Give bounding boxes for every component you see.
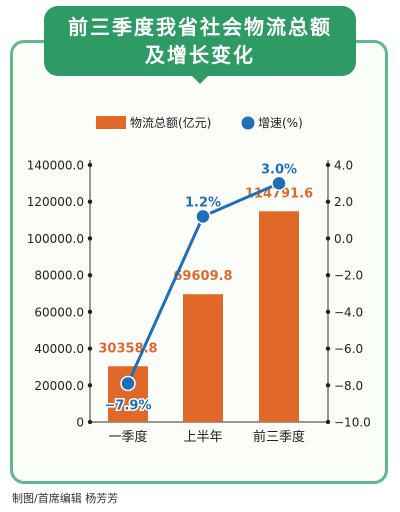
- legend-label-bar: 物流总额(亿元): [130, 115, 211, 130]
- right-tick-label: −4.0: [334, 305, 363, 319]
- right-tick-mark: [325, 346, 331, 351]
- bar-data-label: 30358.8: [98, 341, 157, 356]
- line-point: [120, 375, 136, 392]
- line-data-label: −7.9%: [105, 398, 152, 413]
- left-tick-mark: [87, 419, 93, 425]
- line-point: [195, 208, 211, 225]
- title-banner: 前三季度我省社会物流总额 及增长变化: [44, 6, 356, 76]
- left-tick-label: 0: [76, 416, 84, 430]
- right-tick-mark: [325, 383, 331, 388]
- right-tick-label: 4.0: [334, 159, 353, 173]
- right-tick-label: −2.0: [334, 269, 363, 283]
- left-tick-mark: [87, 346, 93, 351]
- bar-data-label: 69609.8: [173, 269, 232, 284]
- bar-data-label: 114791.6: [245, 186, 313, 201]
- right-tick-label: −10.0: [334, 416, 371, 430]
- bar: [259, 211, 299, 422]
- right-tick-label: −6.0: [334, 342, 363, 356]
- caption: 制图/首席编辑 杨芳芳: [12, 492, 119, 505]
- left-tick-label: 140000.0: [27, 159, 84, 173]
- left-tick-mark: [87, 199, 93, 204]
- right-tick-label: 0.0: [334, 232, 353, 246]
- legend-label-line: 增速(%): [258, 116, 303, 130]
- right-tick-mark: [325, 236, 331, 241]
- right-tick-mark: [325, 272, 331, 278]
- bar: [183, 294, 223, 422]
- left-tick-label: 40000.0: [34, 342, 84, 356]
- bar: [108, 366, 148, 422]
- left-tick-mark: [87, 162, 93, 168]
- right-tick-label: −8.0: [334, 379, 363, 393]
- right-tick-label: 2.0: [334, 195, 353, 209]
- left-tick-mark: [87, 383, 93, 388]
- x-tick-label: 一季度: [108, 429, 147, 445]
- right-tick-mark: [325, 309, 331, 315]
- right-tick-mark: [325, 162, 331, 168]
- legend-swatch-bar: [96, 116, 126, 129]
- legend-swatch-line: [241, 116, 255, 130]
- x-tick-label: 上半年: [183, 430, 222, 445]
- chart-title-line-2: 及增长变化: [145, 43, 255, 67]
- right-tick-mark: [325, 199, 331, 204]
- left-tick-mark: [87, 272, 93, 278]
- chart: 物流总额(亿元) 增速(%) 0 20000.0 40000.0 60000.0 80000…: [27, 115, 371, 445]
- left-tick-label: 80000.0: [34, 269, 84, 283]
- x-tick-label: 前三季度: [253, 429, 305, 445]
- left-tick-label: 100000.0: [27, 232, 84, 246]
- line-data-label: 1.2%: [185, 195, 221, 210]
- left-tick-label: 60000.0: [34, 305, 84, 319]
- line-data-label: 3.0%: [261, 162, 297, 177]
- left-tick-mark: [87, 309, 93, 315]
- left-tick-label: 120000.0: [27, 195, 84, 209]
- title-pointer: [190, 74, 210, 84]
- left-tick-mark: [87, 236, 93, 241]
- right-tick-mark: [325, 419, 331, 425]
- line-point: [271, 175, 287, 192]
- left-tick-label: 20000.0: [34, 379, 84, 393]
- chart-title-line-1: 前三季度我省社会物流总额: [68, 15, 332, 39]
